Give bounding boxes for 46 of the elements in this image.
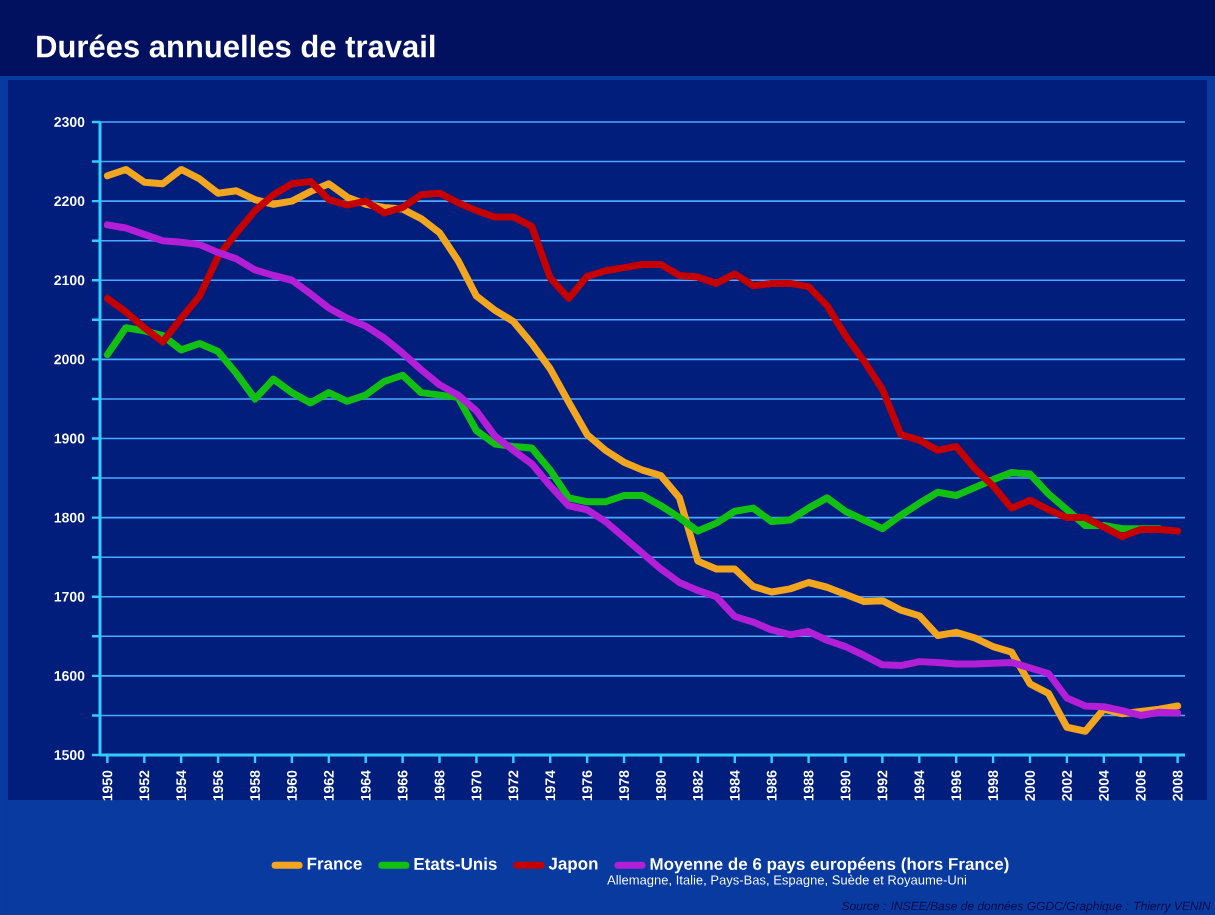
x-tick-label: 1992 [877,770,888,801]
x-tick-label: 1960 [286,770,297,801]
x-tick-label: 2006 [1135,770,1146,801]
legend-label: Moyenne de 6 pays européens (hors France) [650,857,1009,874]
x-tick-label: 1978 [619,770,629,801]
x-tick-label: 1996 [951,770,962,801]
x-tick-label: 1982 [692,770,703,801]
x-tick-label: 1990 [840,770,851,801]
x-tick-label: 2008 [1172,770,1183,801]
x-tick-label: 2004 [1098,770,1109,801]
x-tick-label: 1974 [545,770,556,801]
y-tick-label: 1800 [54,512,85,523]
legend-label: France [307,857,362,870]
x-tick-label: 1976 [582,770,593,801]
x-tick-label: 1986 [766,770,777,801]
x-tick-label: 1980 [656,770,666,801]
x-tick-label: 2000 [1025,770,1035,801]
x-tick-label: 1970 [471,770,482,801]
x-tick-label: 1956 [213,770,224,801]
y-tick-label: 1600 [54,670,85,681]
y-tick-label: 2200 [54,196,85,207]
x-tick-label: 1984 [729,770,740,801]
chart-title: Durées annuelles de travail [37,34,435,58]
text: Allemagne, Italie, Pays-Bas, Espagne, Suède et Royaume-Uni [607,874,966,888]
legend-label: Etats-Unis [414,857,497,870]
x-tick-label: 1998 [988,770,999,801]
x-tick-label: 1968 [434,770,445,801]
x-tick-label: 2002 [1061,770,1072,801]
x-tick-label: 1962 [323,770,334,801]
y-tick-label: 2000 [54,354,85,365]
y-tick-label: 2100 [54,275,85,286]
y-tick-label: 1700 [54,591,85,602]
x-tick-label: 1972 [508,770,519,801]
x-tick-label: 1958 [250,770,260,801]
x-tick-label: 1952 [139,770,150,801]
legend-label: Japon [548,857,598,873]
y-tick-label: 2300 [54,117,85,127]
x-tick-label: 1966 [397,770,408,801]
x-tick-label: 1994 [914,770,925,801]
x-tick-label: 1950 [102,770,113,801]
x-tick-label: 1988 [803,770,814,801]
x-tick-label: 1964 [360,770,371,801]
y-tick-label: 1500 [54,750,85,760]
y-tick-label: 1900 [54,433,85,444]
source-note: Source : INSEE/Base de données GGDC/Graphique : Thierry VENIN [841,901,1211,913]
x-tick-label: 1954 [176,770,187,801]
